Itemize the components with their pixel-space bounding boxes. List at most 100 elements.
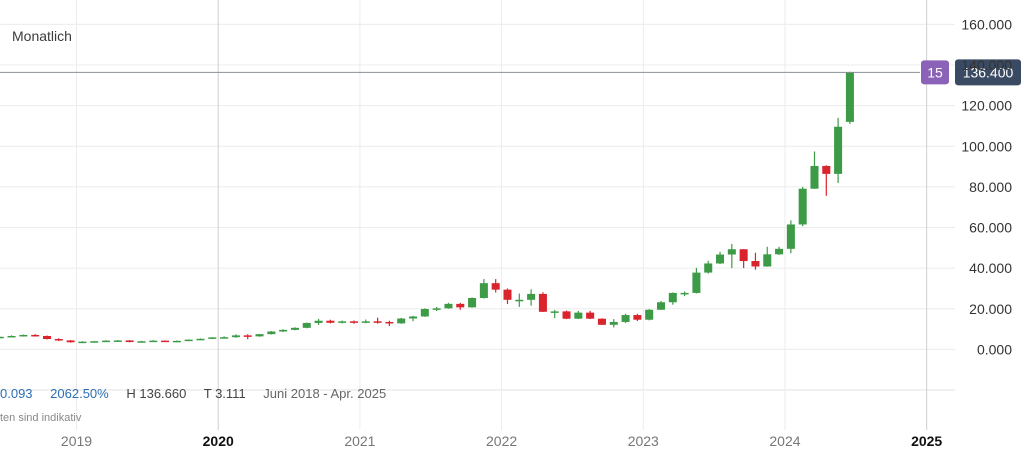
candle-body	[503, 289, 512, 300]
y-tick-label: 80.000	[969, 179, 1012, 195]
candle-up	[515, 293, 524, 307]
candle-body	[102, 340, 111, 343]
candle-down	[161, 340, 170, 343]
candle-down	[456, 302, 465, 310]
period-range: Juni 2018 - Apr. 2025	[263, 386, 387, 401]
candle-body	[468, 297, 477, 308]
candle-body	[161, 340, 170, 343]
countdown-badge	[921, 60, 949, 85]
x-tick-label: 2022	[486, 433, 517, 449]
candle-up	[7, 335, 16, 338]
candle-up	[432, 306, 441, 311]
candle-body	[243, 335, 252, 337]
candle-up	[113, 340, 122, 342]
candle-up	[609, 319, 618, 328]
candle-body	[314, 320, 323, 323]
candle-up	[314, 318, 323, 325]
candle-body	[538, 293, 547, 312]
candle-body	[716, 254, 725, 264]
candle-up	[550, 309, 559, 319]
candle-down	[326, 319, 335, 324]
last-price-tag-text: 136.400	[963, 64, 1014, 80]
candle-body	[656, 302, 666, 310]
candle-up	[220, 336, 229, 339]
candle-body	[822, 165, 831, 174]
candle-down	[503, 288, 512, 305]
candle-body	[267, 331, 276, 335]
candle-body	[775, 248, 784, 255]
candle-up	[149, 340, 158, 343]
candle-up	[90, 340, 99, 343]
candle-body	[621, 315, 630, 322]
candle-body	[338, 321, 347, 323]
candle-body	[113, 340, 122, 342]
candle-body	[19, 334, 28, 337]
candle-body	[385, 321, 394, 324]
candle-up	[574, 310, 583, 319]
candle-body	[550, 311, 559, 313]
candle-body	[184, 339, 193, 342]
candle-up	[338, 320, 347, 324]
candle-body	[90, 341, 99, 343]
chart-grid	[0, 0, 955, 430]
y-tick-label: 0.000	[977, 341, 1012, 357]
candle-down	[243, 334, 252, 340]
candle-down	[751, 252, 760, 270]
candle-up	[704, 260, 713, 274]
candle-body	[361, 321, 370, 323]
candle-body	[834, 126, 843, 174]
candle-down	[822, 165, 831, 196]
candle-body	[208, 337, 217, 339]
candle-body	[66, 340, 75, 343]
y-tick-label: 40.000	[969, 260, 1012, 276]
x-axis: 20152019202020212022202320242025	[61, 433, 943, 449]
candle-up	[680, 291, 689, 297]
candle-body	[680, 292, 689, 295]
y-tick-label: 20.000	[969, 301, 1012, 317]
candle-body	[798, 188, 807, 225]
candle-body	[527, 293, 536, 300]
candle-body	[255, 334, 264, 337]
candle-up	[444, 302, 453, 309]
candle-body	[444, 303, 453, 309]
y-tick-label: 120.000	[961, 98, 1012, 114]
candle-up	[137, 340, 146, 343]
high-value: H 136.660	[126, 386, 187, 401]
candle-body	[397, 318, 406, 324]
y-tick-label: 100.000	[961, 138, 1012, 154]
candle-body	[42, 335, 52, 340]
candle-body	[231, 335, 240, 338]
candle-body	[290, 327, 299, 330]
candle-body	[78, 341, 87, 344]
candle-up	[0, 336, 4, 339]
candle-body	[326, 320, 335, 323]
candle-up	[19, 334, 28, 337]
candle-body	[420, 308, 429, 317]
candle-down	[385, 320, 394, 327]
candle-up	[716, 251, 725, 265]
y-tick-label: 160.000	[961, 16, 1012, 32]
candle-up	[409, 315, 418, 322]
candle-body	[633, 315, 642, 320]
candle-up	[527, 289, 536, 306]
candle-down	[373, 317, 382, 324]
y-tick-label: 140.000	[961, 57, 1012, 73]
candle-body	[31, 334, 40, 337]
candle-body	[763, 254, 772, 267]
candle-body	[220, 337, 229, 339]
candle-body	[668, 292, 677, 303]
candle-body	[279, 329, 288, 332]
candle-up	[468, 297, 477, 308]
candle-body	[373, 321, 382, 323]
candle-body	[137, 341, 146, 343]
y-tick-label: 60.000	[969, 220, 1012, 236]
x-tick-label: 2019	[61, 433, 92, 449]
candle-body	[0, 336, 4, 339]
candle-up	[479, 279, 488, 299]
candle-body	[586, 312, 595, 319]
countdown-badge-text: 15	[927, 64, 943, 80]
candle-up	[656, 301, 666, 310]
candle-body	[845, 72, 854, 122]
change-absolute: 0.093	[0, 386, 33, 401]
